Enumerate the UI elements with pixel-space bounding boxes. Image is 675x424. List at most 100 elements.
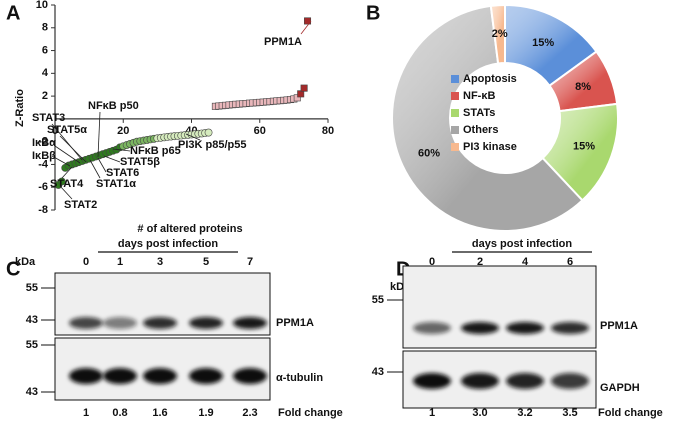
- annotation-leader: [103, 155, 121, 163]
- band: [189, 368, 223, 384]
- y-tick-label: -4: [38, 158, 49, 170]
- annotation-leader: [89, 159, 101, 179]
- segment-label: 15%: [532, 37, 554, 49]
- row-label: α-tubulin: [276, 372, 323, 384]
- y-tick-label: 6: [42, 44, 48, 56]
- band: [103, 368, 137, 384]
- x-tick-label: 0: [52, 125, 58, 137]
- band: [103, 317, 137, 329]
- annotation: STAT3: [32, 112, 65, 124]
- annotation-leader: [97, 157, 107, 173]
- band: [69, 368, 103, 384]
- row-label: PPM1A: [276, 317, 314, 329]
- fold-value: 1.6: [152, 407, 167, 419]
- annotation-leader: [61, 166, 73, 179]
- x-tick-label: 80: [322, 125, 334, 137]
- marker-label: 55: [372, 294, 384, 306]
- legend-label: PI3 kinase: [463, 141, 517, 153]
- annotation: STAT5α: [47, 124, 87, 136]
- marker-label: 55: [26, 339, 38, 351]
- fold-value: 1: [83, 407, 89, 419]
- y-tick-label: 10: [36, 0, 48, 11]
- panel-label: C: [6, 258, 20, 280]
- marker-label: 43: [372, 366, 384, 378]
- row-label: GAPDH: [600, 382, 640, 394]
- band: [143, 368, 177, 384]
- point: [204, 128, 213, 137]
- fold-label: Fold change: [278, 407, 343, 419]
- legend-label: Apoptosis: [463, 73, 517, 85]
- lane-label: 4: [522, 256, 529, 268]
- annotation: PI3K p85/p55: [178, 139, 246, 151]
- legend-swatch: [451, 143, 459, 151]
- band: [506, 322, 544, 334]
- annotation: STAT2: [64, 199, 97, 211]
- lane-label: 1: [117, 256, 123, 268]
- donut-segment: [391, 4, 584, 232]
- marker-label: 55: [26, 282, 38, 294]
- annotation-leader: [54, 145, 81, 164]
- band: [69, 317, 103, 329]
- band: [551, 373, 589, 389]
- point: [57, 177, 66, 186]
- annotation: NFκB p50: [88, 100, 139, 112]
- annotation: NFκB p65: [130, 145, 181, 157]
- segment-label: 2%: [492, 28, 508, 40]
- annotation-leader: [59, 135, 87, 163]
- legend-swatch: [451, 126, 459, 134]
- fold-label: Fold change: [598, 407, 663, 419]
- annotation: STAT4: [50, 178, 84, 190]
- lane-label: 2: [477, 256, 483, 268]
- fold-value: 1.9: [198, 407, 213, 419]
- annotation: STAT1α: [96, 178, 136, 190]
- legend-label: NF-κB: [463, 90, 495, 102]
- legend-swatch: [451, 109, 459, 117]
- blot-header: days post infection: [472, 238, 573, 250]
- y-tick-label: -2: [38, 136, 48, 148]
- segment-label: 8%: [575, 81, 591, 93]
- legend-swatch: [451, 92, 459, 100]
- annotation-leader: [97, 111, 101, 158]
- annotation: STAT5β: [120, 156, 160, 168]
- y-tick-label: 2: [42, 90, 48, 102]
- band: [189, 317, 223, 329]
- band: [413, 322, 451, 334]
- band: [506, 373, 544, 389]
- band: [233, 317, 267, 329]
- blot-background: [402, 265, 597, 349]
- row-label: PPM1A: [600, 320, 638, 332]
- annotation-leader: [51, 123, 83, 161]
- fold-value: 3.5: [562, 407, 577, 419]
- x-tick-label: 60: [254, 125, 266, 137]
- x-axis-title: # of altered proteins: [137, 223, 242, 235]
- band: [461, 322, 499, 334]
- annotation-leader: [300, 20, 312, 35]
- y-tick-label: -6: [38, 181, 48, 193]
- segment-label: 60%: [418, 148, 440, 160]
- annotation: PPM1A: [264, 36, 302, 48]
- donut-segment: [489, 3, 506, 65]
- band: [551, 322, 589, 334]
- legend-swatch: [451, 75, 459, 83]
- lane-label: 7: [247, 256, 253, 268]
- y-axis-title: Z-Ratio: [14, 89, 26, 127]
- panel-label: A: [6, 2, 20, 24]
- legend-label: Others: [463, 124, 498, 136]
- fold-value: 3.2: [517, 407, 532, 419]
- annotation-leader: [185, 133, 201, 141]
- legend-label: STATs: [463, 107, 495, 119]
- fold-value: 3.0: [472, 407, 487, 419]
- annotation: IκBβ: [32, 150, 56, 162]
- unit-label: kDa: [15, 256, 36, 268]
- point: [300, 84, 308, 92]
- fold-value: 0.8: [112, 407, 127, 419]
- lane-label: 6: [567, 256, 573, 268]
- y-tick-label: -8: [38, 204, 48, 216]
- annotation-leader: [59, 185, 73, 200]
- segment-label: 15%: [573, 140, 595, 152]
- lane-label: 0: [429, 256, 435, 268]
- annotation-leader: [51, 155, 71, 167]
- lane-label: 3: [157, 256, 163, 268]
- marker-label: 43: [26, 314, 38, 326]
